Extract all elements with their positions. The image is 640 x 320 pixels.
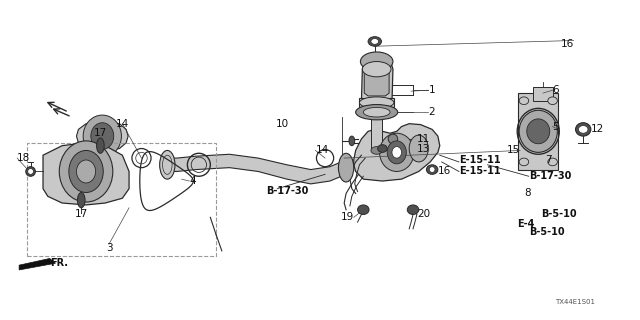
Ellipse shape	[378, 145, 387, 152]
Ellipse shape	[519, 110, 557, 152]
Polygon shape	[364, 69, 389, 96]
Text: 7: 7	[545, 155, 552, 165]
Ellipse shape	[519, 158, 529, 166]
Ellipse shape	[519, 97, 529, 105]
Ellipse shape	[407, 205, 419, 214]
Ellipse shape	[83, 115, 122, 157]
Ellipse shape	[368, 37, 381, 46]
Bar	[27, 143, 216, 256]
Text: 10: 10	[275, 119, 289, 129]
Text: 17: 17	[94, 128, 107, 138]
Ellipse shape	[69, 150, 103, 193]
Text: 4: 4	[189, 176, 196, 186]
Ellipse shape	[349, 136, 355, 146]
Ellipse shape	[360, 97, 394, 108]
Bar	[371, 112, 383, 150]
Text: 8: 8	[524, 188, 531, 198]
Polygon shape	[360, 98, 394, 108]
Polygon shape	[518, 93, 558, 170]
Ellipse shape	[527, 119, 550, 144]
Ellipse shape	[97, 138, 104, 153]
Ellipse shape	[409, 135, 428, 162]
Text: 20: 20	[417, 210, 430, 220]
Text: 3: 3	[106, 243, 112, 253]
Ellipse shape	[60, 141, 113, 202]
Polygon shape	[43, 143, 129, 205]
Ellipse shape	[358, 205, 369, 214]
Ellipse shape	[360, 52, 393, 71]
Ellipse shape	[548, 158, 557, 166]
Ellipse shape	[26, 167, 35, 176]
Ellipse shape	[380, 133, 414, 172]
Text: E-15-11: E-15-11	[459, 166, 500, 176]
Text: TX44E1S01: TX44E1S01	[555, 299, 595, 305]
Ellipse shape	[388, 134, 397, 144]
Text: FR.: FR.	[50, 258, 68, 268]
Polygon shape	[387, 135, 399, 143]
Polygon shape	[362, 53, 393, 110]
Text: 6: 6	[552, 85, 559, 95]
Polygon shape	[19, 259, 56, 270]
Text: E-15-11: E-15-11	[459, 155, 500, 165]
Ellipse shape	[28, 169, 33, 174]
Text: B-17-30: B-17-30	[266, 186, 308, 196]
Polygon shape	[77, 122, 128, 150]
Ellipse shape	[77, 160, 95, 183]
Text: 1: 1	[428, 85, 435, 95]
Text: 15: 15	[507, 145, 520, 156]
Text: 11: 11	[417, 134, 430, 144]
Ellipse shape	[579, 125, 588, 133]
Ellipse shape	[159, 150, 175, 179]
Ellipse shape	[356, 105, 397, 120]
Text: B-17-30: B-17-30	[529, 171, 571, 181]
Text: B-5-10: B-5-10	[529, 227, 564, 237]
Text: 5: 5	[552, 122, 559, 132]
Text: 14: 14	[316, 145, 329, 156]
Ellipse shape	[392, 147, 401, 158]
Text: 19: 19	[340, 212, 354, 222]
Text: 16: 16	[438, 166, 451, 176]
Ellipse shape	[575, 123, 591, 136]
Bar	[534, 87, 552, 101]
Polygon shape	[167, 154, 346, 184]
Text: E-4: E-4	[517, 219, 534, 229]
Ellipse shape	[77, 193, 85, 208]
Text: 17: 17	[75, 210, 88, 220]
Text: 2: 2	[428, 107, 435, 117]
Ellipse shape	[387, 141, 406, 164]
Ellipse shape	[364, 108, 390, 117]
Ellipse shape	[426, 165, 438, 174]
Text: B-5-10: B-5-10	[541, 210, 577, 220]
Ellipse shape	[91, 123, 114, 149]
Ellipse shape	[429, 167, 435, 172]
Text: 18: 18	[17, 153, 31, 163]
Ellipse shape	[371, 147, 383, 154]
Text: 14: 14	[116, 119, 129, 129]
Text: 13: 13	[417, 144, 430, 154]
Ellipse shape	[362, 61, 391, 77]
Polygon shape	[354, 124, 440, 181]
Ellipse shape	[371, 39, 379, 44]
Text: 16: 16	[561, 39, 573, 49]
Ellipse shape	[339, 153, 354, 182]
Text: 12: 12	[591, 124, 604, 134]
Ellipse shape	[548, 97, 557, 105]
